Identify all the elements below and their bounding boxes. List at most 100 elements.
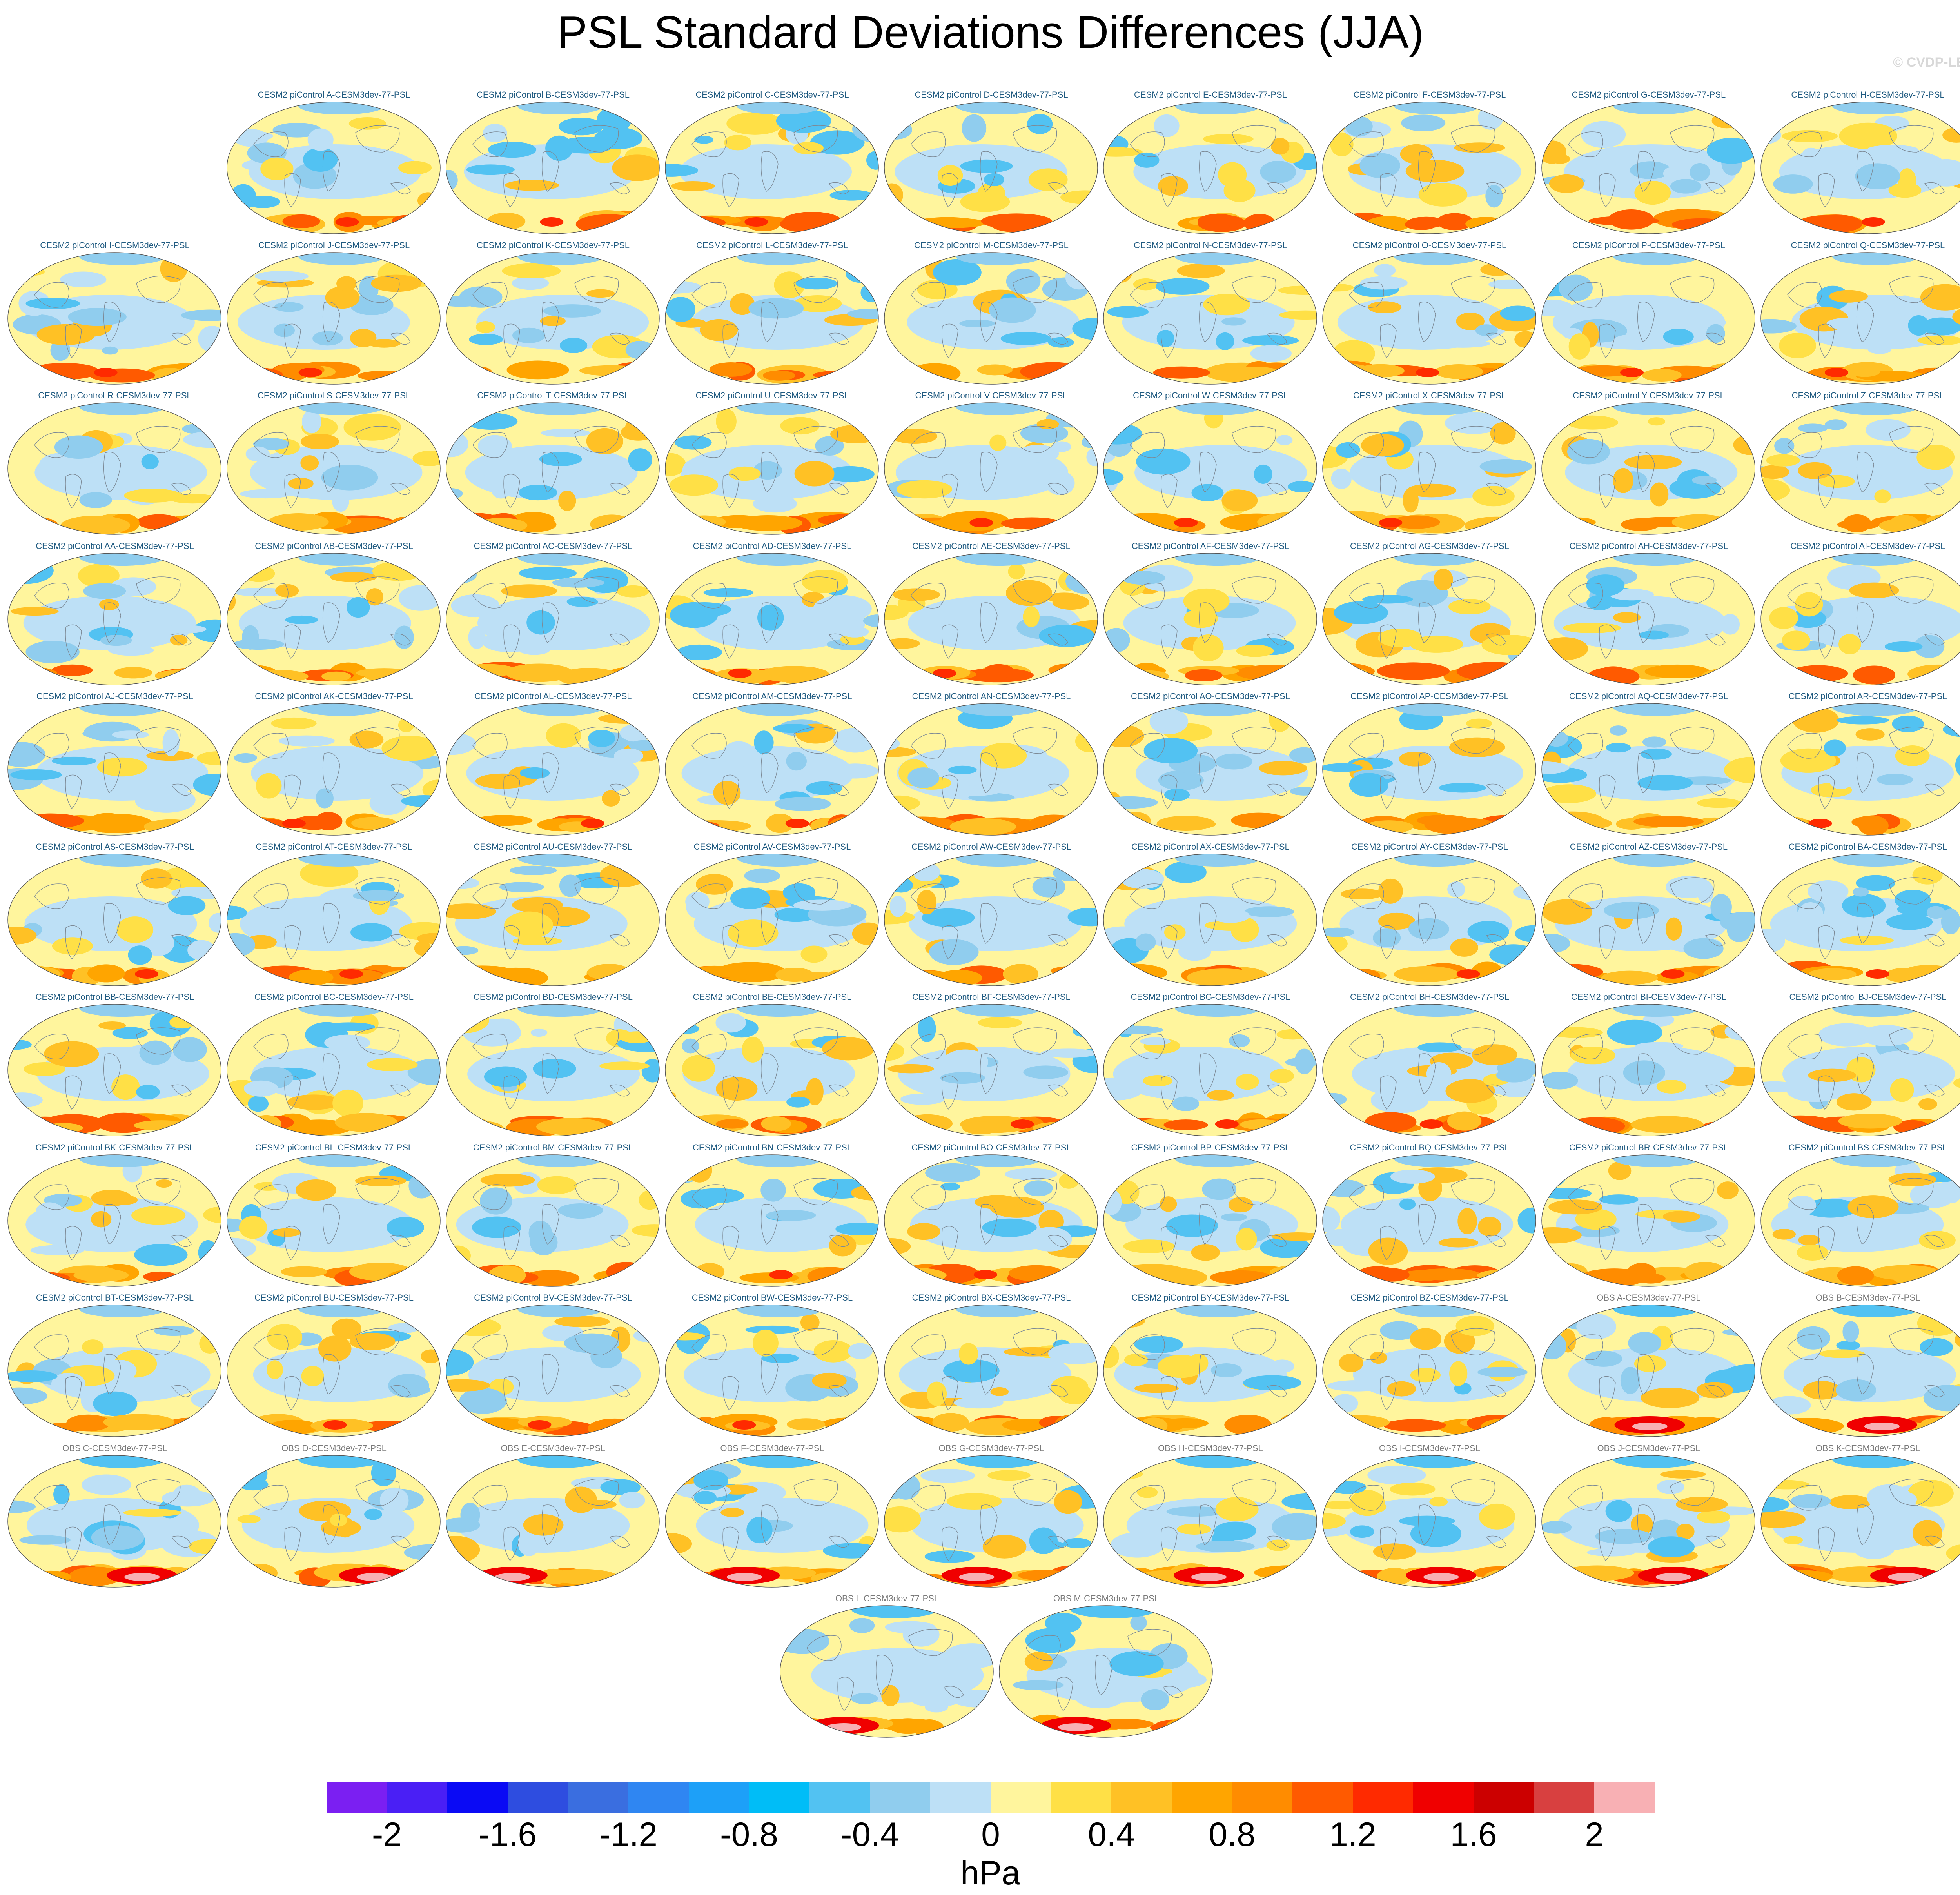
- globe-map: [1322, 402, 1536, 535]
- panel-label: CESM2 piControl AX-CESM3dev-77-PSL: [1131, 841, 1290, 852]
- panel-label: CESM2 piControl N-CESM3dev-77-PSL: [1134, 240, 1287, 250]
- panel-label: OBS J-CESM3dev-77-PSL: [1597, 1443, 1700, 1453]
- panel-label: CESM2 piControl U-CESM3dev-77-PSL: [695, 391, 849, 400]
- colorbar-tick-label: 0.8: [1209, 1816, 1256, 1853]
- map-panel: CESM2 piControl I-CESM3dev-77-PSL: [5, 240, 225, 389]
- globe-map: [446, 102, 660, 234]
- globe-map: [1760, 252, 1960, 385]
- globe-map: [227, 1004, 441, 1136]
- panel-label: CESM2 piControl Y-CESM3dev-77-PSL: [1573, 391, 1725, 400]
- panel-label: CESM2 piControl BQ-CESM3dev-77-PSL: [1350, 1142, 1510, 1152]
- globe-map: [1322, 853, 1536, 986]
- colorbar-swatch: [387, 1782, 448, 1813]
- colorbar-swatch: [809, 1782, 870, 1813]
- panel-label: CESM2 piControl T-CESM3dev-77-PSL: [477, 391, 629, 400]
- globe-map: [1760, 703, 1960, 836]
- map-panel: CESM2 piControl S-CESM3dev-77-PSL: [224, 390, 444, 539]
- globe-map: [1322, 1004, 1536, 1136]
- map-panel: CESM2 piControl AF-CESM3dev-77-PSL: [1101, 541, 1320, 690]
- map-panel: CESM2 piControl P-CESM3dev-77-PSL: [1539, 240, 1759, 389]
- panel-label: CESM2 piControl R-CESM3dev-77-PSL: [38, 391, 192, 400]
- panel-label: OBS E-CESM3dev-77-PSL: [501, 1443, 606, 1453]
- panel-label: CESM2 piControl BV-CESM3dev-77-PSL: [474, 1293, 632, 1303]
- globe-map: [7, 1455, 221, 1588]
- panel-label: CESM2 piControl Q-CESM3dev-77-PSL: [1791, 240, 1945, 250]
- map-panel: CESM2 piControl BT-CESM3dev-77-PSL: [5, 1292, 225, 1441]
- panel-label: CESM2 piControl AU-CESM3dev-77-PSL: [474, 841, 633, 852]
- panel-label: OBS I-CESM3dev-77-PSL: [1379, 1443, 1480, 1453]
- globe-map: [884, 552, 1098, 685]
- map-panel: CESM2 piControl BR-CESM3dev-77-PSL: [1539, 1142, 1759, 1291]
- globe-map: [1541, 853, 1755, 986]
- panel-label: CESM2 piControl I-CESM3dev-77-PSL: [40, 240, 190, 250]
- map-panel: CESM2 piControl BP-CESM3dev-77-PSL: [1101, 1142, 1320, 1291]
- globe-map: [1322, 1154, 1536, 1287]
- panel-label: CESM2 piControl AI-CESM3dev-77-PSL: [1790, 541, 1945, 551]
- globe-map: [1103, 102, 1317, 234]
- map-panel: CESM2 piControl BD-CESM3dev-77-PSL: [443, 992, 663, 1141]
- globe-map: [884, 402, 1098, 535]
- globe-map: [7, 402, 221, 535]
- colorbar-swatch: [1292, 1782, 1353, 1813]
- map-panel: CESM2 piControl BU-CESM3dev-77-PSL: [224, 1292, 444, 1441]
- map-panel: OBS A-CESM3dev-77-PSL: [1539, 1292, 1759, 1441]
- panel-label: CESM2 piControl D-CESM3dev-77-PSL: [915, 90, 1068, 100]
- colorbar-swatch: [930, 1782, 991, 1813]
- map-panel: CESM2 piControl BV-CESM3dev-77-PSL: [443, 1292, 663, 1441]
- map-panel: CESM2 piControl AV-CESM3dev-77-PSL: [662, 841, 882, 990]
- globe-map: [446, 703, 660, 836]
- figure-title: PSL Standard Deviations Differences (JJA…: [557, 7, 1424, 58]
- globe-map: [227, 102, 441, 234]
- panel-label: OBS L-CESM3dev-77-PSL: [835, 1593, 939, 1603]
- colorbar-tick-label: 0: [981, 1816, 1000, 1853]
- map-panel: CESM2 piControl BJ-CESM3dev-77-PSL: [1758, 992, 1960, 1141]
- panel-label: CESM2 piControl BB-CESM3dev-77-PSL: [35, 992, 194, 1002]
- globe-map: [884, 853, 1098, 986]
- globe-map: [884, 1004, 1098, 1136]
- map-panel: CESM2 piControl O-CESM3dev-77-PSL: [1320, 240, 1539, 389]
- panel-label: CESM2 piControl AB-CESM3dev-77-PSL: [255, 541, 413, 551]
- map-panel: CESM2 piControl L-CESM3dev-77-PSL: [662, 240, 882, 389]
- globe-map: [665, 402, 879, 535]
- map-panel: CESM2 piControl AH-CESM3dev-77-PSL: [1539, 541, 1759, 690]
- panel-label: CESM2 piControl C-CESM3dev-77-PSL: [695, 90, 849, 100]
- globe-map: [7, 1004, 221, 1136]
- globe-map: [1541, 1004, 1755, 1136]
- globe-map: [446, 402, 660, 535]
- panel-label: CESM2 piControl X-CESM3dev-77-PSL: [1353, 391, 1506, 400]
- map-panel: CESM2 piControl F-CESM3dev-77-PSL: [1320, 89, 1539, 238]
- map-panel: CESM2 piControl W-CESM3dev-77-PSL: [1101, 390, 1320, 539]
- colorbar-swatch: [1111, 1782, 1172, 1813]
- panel-label: CESM2 piControl O-CESM3dev-77-PSL: [1352, 240, 1507, 250]
- map-panel: CESM2 piControl B-CESM3dev-77-PSL: [443, 89, 663, 238]
- globe-map: [1322, 552, 1536, 685]
- map-panel: CESM2 piControl BE-CESM3dev-77-PSL: [662, 992, 882, 1141]
- globe-map: [1322, 1305, 1536, 1437]
- panel-label: CESM2 piControl AY-CESM3dev-77-PSL: [1351, 841, 1508, 852]
- panel-label: CESM2 piControl E-CESM3dev-77-PSL: [1134, 90, 1287, 100]
- map-panel: CESM2 piControl AC-CESM3dev-77-PSL: [443, 541, 663, 690]
- map-panel: OBS D-CESM3dev-77-PSL: [224, 1443, 444, 1592]
- panel-label: OBS K-CESM3dev-77-PSL: [1815, 1443, 1920, 1453]
- map-panel: CESM2 piControl AE-CESM3dev-77-PSL: [882, 541, 1101, 690]
- map-panel: OBS F-CESM3dev-77-PSL: [662, 1443, 882, 1592]
- panel-label: CESM2 piControl AQ-CESM3dev-77-PSL: [1569, 691, 1728, 701]
- globe-map: [446, 1305, 660, 1437]
- globe-map: [1322, 1455, 1536, 1588]
- colorbar-swatch: [327, 1782, 387, 1813]
- globe-map: [665, 1305, 879, 1437]
- panel-label: CESM2 piControl BI-CESM3dev-77-PSL: [1571, 992, 1727, 1002]
- colorbar-swatch: [1594, 1782, 1655, 1813]
- colorbar-tick-label: 0.4: [1088, 1816, 1135, 1853]
- globe-map: [665, 853, 879, 986]
- map-panel: CESM2 piControl U-CESM3dev-77-PSL: [662, 390, 882, 539]
- globe-map: [227, 552, 441, 685]
- globe-map: [227, 703, 441, 836]
- colorbar-swatch: [870, 1782, 931, 1813]
- colorbar-swatches: [327, 1782, 1655, 1813]
- globe-map: [7, 703, 221, 836]
- panel-label: CESM2 piControl Z-CESM3dev-77-PSL: [1791, 391, 1944, 400]
- colorbar-tick-label: 1.6: [1450, 1816, 1497, 1853]
- map-panel: CESM2 piControl AZ-CESM3dev-77-PSL: [1539, 841, 1759, 990]
- map-panel: CESM2 piControl AA-CESM3dev-77-PSL: [5, 541, 225, 690]
